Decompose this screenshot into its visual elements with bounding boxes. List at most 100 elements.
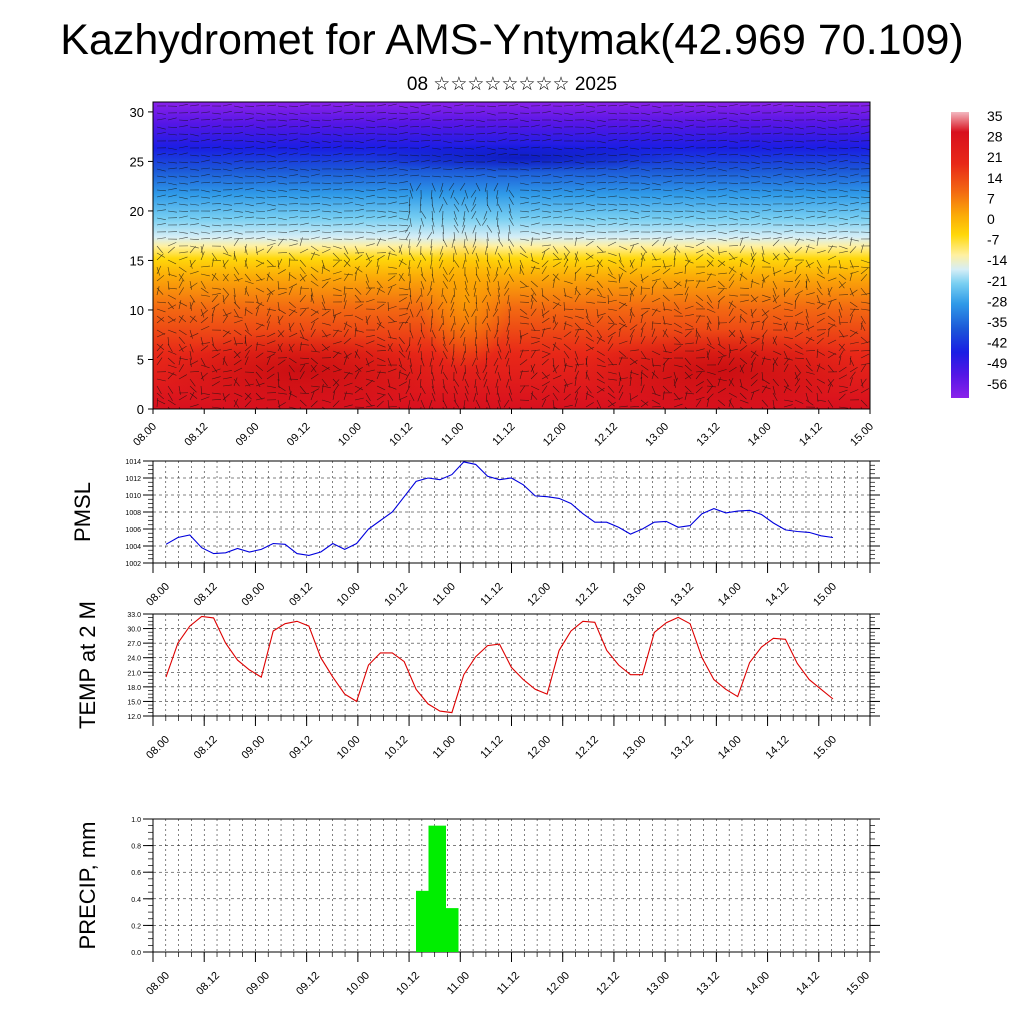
wind-vector: [750, 166, 760, 170]
wind-vector: [497, 343, 502, 353]
wind-vector: [178, 138, 188, 142]
wind-vector: [662, 247, 671, 254]
wind-vector: [211, 203, 222, 205]
wind-vector: [277, 175, 287, 179]
wind-vector: [794, 290, 804, 296]
wind-vector: [365, 298, 375, 303]
wind-vector: [618, 328, 621, 338]
wind-vector: [838, 350, 844, 359]
wind-vector: [497, 132, 507, 135]
wind-vector: [310, 195, 320, 198]
wind-vector: [706, 217, 716, 220]
wind-vector: [442, 159, 452, 163]
wind-vector: [530, 119, 540, 122]
wind-vector: [772, 252, 779, 261]
wind-vector: [684, 385, 692, 393]
wind-vector: [508, 189, 515, 198]
wind-vector: [321, 364, 330, 370]
wind-vector: [651, 405, 661, 408]
wind-vector: [772, 231, 782, 235]
wind-vector: [266, 161, 277, 163]
wind-vector: [761, 132, 771, 135]
y-axis-label: PRECIP, mm: [75, 822, 100, 950]
wind-vector: [860, 399, 868, 407]
wind-vector: [596, 119, 606, 123]
wind-vector: [662, 329, 669, 338]
wind-vector: [343, 287, 354, 289]
wind-vector: [849, 196, 859, 199]
wind-vector: [167, 343, 173, 353]
wind-vector: [640, 399, 649, 406]
wind-vector: [332, 188, 342, 191]
wind-vector: [431, 203, 435, 213]
wind-vector: [596, 173, 606, 177]
wind-vector: [387, 210, 397, 214]
x-tick-label: 10.12: [387, 421, 415, 449]
wind-vector: [486, 131, 496, 135]
wind-vector: [354, 181, 364, 184]
wind-vector: [398, 118, 408, 121]
wind-vector: [475, 364, 479, 374]
wind-vector: [772, 335, 778, 345]
wind-vector: [464, 252, 467, 262]
wind-vector: [805, 238, 815, 242]
wind-vector: [332, 277, 342, 282]
wind-vector: [618, 371, 622, 381]
wind-vector: [541, 244, 551, 247]
wind-vector: [167, 153, 177, 156]
wind-vector: [332, 308, 335, 318]
wind-vector: [739, 146, 749, 149]
wind-vector: [200, 396, 210, 401]
wind-vector: [474, 336, 477, 346]
wind-vector: [310, 321, 315, 331]
wind-vector: [475, 371, 481, 380]
wind-vector: [673, 371, 677, 381]
wind-vector: [629, 392, 632, 402]
wind-vector: [332, 329, 339, 338]
wind-vector: [827, 315, 836, 322]
wind-vector: [442, 168, 453, 170]
wind-vector: [563, 195, 573, 198]
wind-vector: [464, 343, 466, 353]
wind-vector: [178, 215, 188, 219]
wind-vector: [222, 252, 232, 257]
wind-vector: [662, 160, 672, 163]
wind-vector: [783, 287, 786, 297]
wind-vector: [530, 294, 537, 303]
wind-vector: [750, 223, 760, 226]
wind-vector: [493, 357, 499, 367]
wind-vector: [222, 329, 232, 335]
wind-vector: [827, 399, 834, 408]
wind-vector: [244, 344, 253, 352]
wind-vector: [761, 399, 769, 407]
y-tick-label: 1.0: [131, 817, 141, 824]
wind-vector: [706, 245, 715, 253]
wind-vector: [211, 294, 219, 303]
wind-vector: [541, 111, 551, 114]
wind-vector: [673, 280, 682, 287]
wind-vector: [299, 309, 307, 317]
wind-vector: [783, 257, 793, 261]
wind-vector: [310, 224, 320, 227]
wind-vector: [629, 324, 638, 331]
x-tick-label: 13.00: [644, 970, 672, 998]
wind-vector: [167, 201, 177, 205]
wind-vector: [233, 287, 236, 297]
wind-vector: [178, 182, 188, 185]
wind-vector: [416, 308, 422, 318]
wind-vector: [761, 259, 771, 265]
wind-vector: [441, 308, 444, 318]
wind-vector: [200, 265, 210, 268]
wind-vector: [299, 237, 303, 247]
wind-vector: [717, 105, 727, 107]
wind-vector: [508, 175, 518, 178]
wind-vector: [387, 343, 393, 353]
wind-vector: [750, 279, 754, 289]
wind-vector: [449, 273, 455, 282]
wind-vector: [277, 112, 287, 116]
wind-vector: [563, 245, 571, 253]
wind-vector: [420, 175, 430, 177]
wind-vector: [739, 259, 748, 265]
wind-vector: [662, 112, 672, 115]
